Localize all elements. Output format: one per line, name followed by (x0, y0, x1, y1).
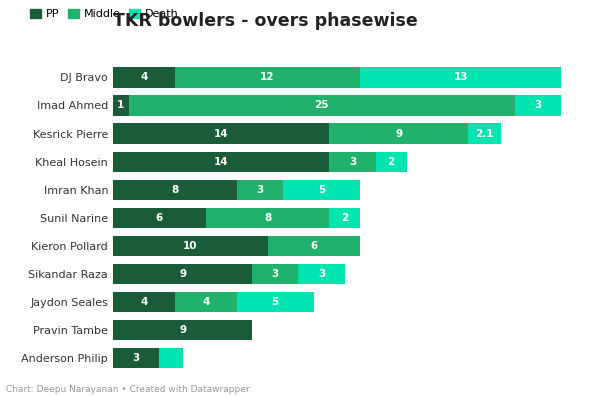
Bar (252, 264, 299, 284)
Bar (268, 236, 360, 256)
Bar (330, 124, 468, 144)
Text: 2: 2 (387, 157, 395, 167)
Text: 3: 3 (272, 269, 279, 279)
Text: 2.1: 2.1 (475, 129, 494, 139)
Text: 3: 3 (256, 185, 264, 195)
Bar (113, 67, 175, 88)
Bar (375, 152, 406, 172)
Text: 5: 5 (318, 185, 325, 195)
Bar (175, 67, 360, 88)
Text: 10: 10 (183, 241, 198, 251)
Bar (159, 348, 183, 368)
Text: 1: 1 (117, 101, 124, 110)
Legend: PP, Middle, Death: PP, Middle, Death (30, 9, 178, 19)
Text: 14: 14 (214, 157, 228, 167)
Bar (113, 208, 206, 228)
Text: 25: 25 (314, 101, 329, 110)
Bar (175, 292, 237, 312)
Bar (206, 208, 330, 228)
Text: 5: 5 (272, 297, 279, 307)
Text: 9: 9 (395, 129, 402, 139)
Text: 6: 6 (310, 241, 318, 251)
Text: 3: 3 (534, 101, 541, 110)
Bar (113, 95, 129, 116)
Text: 4: 4 (202, 297, 209, 307)
Text: 4: 4 (140, 297, 148, 307)
Text: 3: 3 (133, 353, 140, 363)
Text: 14: 14 (214, 129, 228, 139)
Bar (299, 264, 345, 284)
Text: 8: 8 (264, 213, 271, 223)
Text: 12: 12 (260, 72, 275, 82)
Text: 2: 2 (341, 213, 349, 223)
Text: 9: 9 (179, 269, 186, 279)
Text: 3: 3 (349, 157, 356, 167)
Text: 3: 3 (318, 269, 325, 279)
Bar (113, 236, 268, 256)
Bar (330, 152, 375, 172)
Bar (515, 95, 561, 116)
Text: 9: 9 (179, 325, 186, 335)
Bar (468, 124, 501, 144)
Bar (129, 95, 515, 116)
Text: TKR bowlers - overs phasewise: TKR bowlers - overs phasewise (113, 12, 418, 30)
Bar (283, 180, 360, 200)
Bar (113, 292, 175, 312)
Bar (113, 348, 159, 368)
Bar (113, 152, 330, 172)
Bar (237, 292, 314, 312)
Bar (113, 180, 237, 200)
Bar (360, 67, 561, 88)
Bar (113, 320, 252, 340)
Text: 8: 8 (171, 185, 178, 195)
Text: 13: 13 (453, 72, 468, 82)
Bar (113, 124, 330, 144)
Bar (237, 180, 283, 200)
Bar (113, 264, 252, 284)
Bar (330, 208, 360, 228)
Text: 6: 6 (156, 213, 163, 223)
Text: Chart: Deepu Narayanan • Created with Datawrapper: Chart: Deepu Narayanan • Created with Da… (6, 385, 249, 394)
Text: 4: 4 (140, 72, 148, 82)
